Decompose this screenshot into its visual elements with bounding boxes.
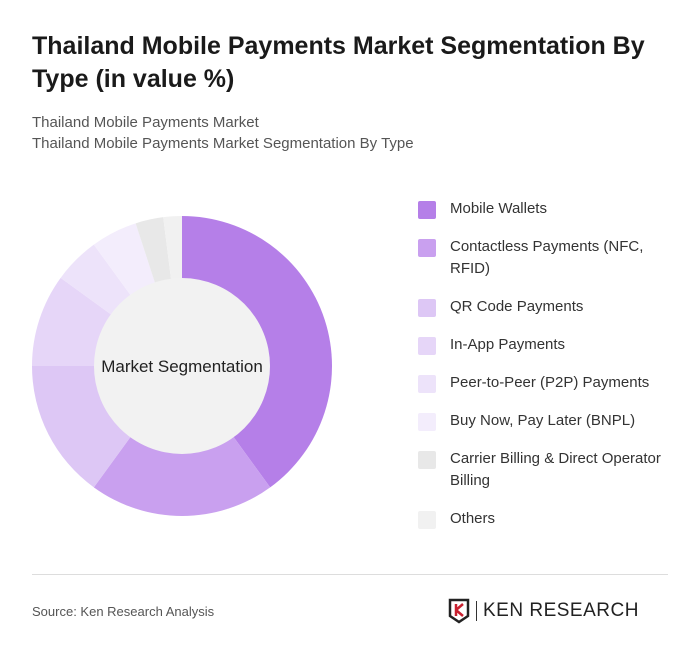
legend-swatch	[418, 375, 436, 393]
legend-swatch	[418, 511, 436, 529]
logo-text: KEN RESEARCH	[483, 600, 639, 621]
legend-item: Buy Now, Pay Later (BNPL)	[418, 410, 678, 432]
legend-label: Buy Now, Pay Later (BNPL)	[450, 412, 636, 429]
source-note: Source: Ken Research Analysis	[32, 604, 215, 619]
legend-swatch	[418, 239, 436, 257]
logo-separator	[476, 601, 477, 621]
legend-swatch	[418, 451, 436, 469]
legend-item: Peer-to-Peer (P2P) Payments	[418, 372, 678, 394]
legend-item: QR Code Payments	[418, 296, 678, 318]
legend-label: Carrier Billing & Direct Operator Billin…	[450, 450, 661, 489]
ken-research-logo-icon	[448, 598, 470, 624]
legend-item: Mobile Wallets	[418, 198, 678, 220]
legend-item: Carrier Billing & Direct Operator Billin…	[418, 448, 678, 492]
legend: Mobile Wallets Contactless Payments (NFC,…	[418, 198, 678, 546]
subtitle-segmentation: Thailand Mobile Payments Market Segmenta…	[32, 135, 414, 152]
legend-swatch	[418, 201, 436, 219]
legend-item: In-App Payments	[418, 334, 678, 356]
donut-center	[94, 278, 270, 454]
legend-item: Contactless Payments (NFC, RFID)	[418, 236, 678, 280]
legend-label: Mobile Wallets	[450, 200, 547, 217]
legend-label: Contactless Payments (NFC, RFID)	[450, 238, 644, 277]
legend-label: Others	[450, 510, 496, 527]
legend-label: Peer-to-Peer (P2P) Payments	[450, 374, 650, 391]
donut-chart: Market Segmentation	[32, 216, 332, 516]
legend-swatch	[418, 299, 436, 317]
center-label: Market Segmentation	[101, 357, 263, 376]
legend-label: QR Code Payments	[450, 298, 584, 315]
chart-title: Thailand Mobile Payments Market Segmenta…	[32, 32, 645, 93]
ken-research-logo: KEN RESEARCH	[448, 598, 639, 624]
legend-label: In-App Payments	[450, 336, 566, 353]
legend-item: Others	[418, 508, 678, 530]
legend-swatch	[418, 413, 436, 431]
subtitle-market: Thailand Mobile Payments Market	[32, 114, 259, 131]
legend-swatch	[418, 337, 436, 355]
divider	[32, 574, 668, 575]
